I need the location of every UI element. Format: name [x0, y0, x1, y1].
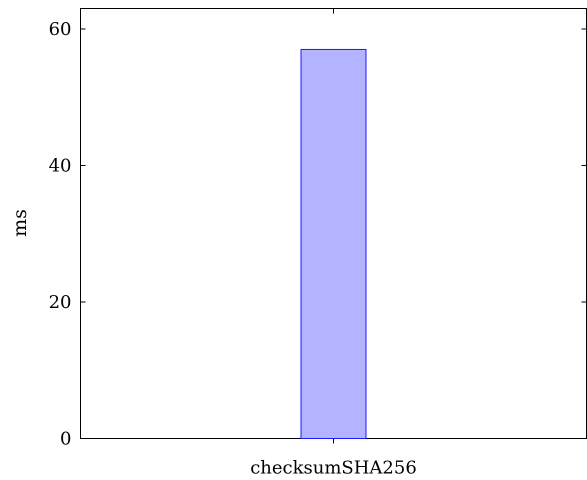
y-axis-label: ms	[9, 209, 31, 237]
y-tick-label: 60	[49, 19, 72, 40]
x-axis-ticks: checksumSHA256	[250, 8, 417, 479]
y-axis-ticks: 0 20 40 60	[49, 19, 587, 450]
x-tick-label: checksumSHA256	[250, 458, 417, 479]
y-tick-label: 0	[60, 429, 71, 450]
bar-checksumSHA256	[300, 48, 367, 439]
bar-series	[300, 48, 367, 439]
y-tick-label: 40	[49, 155, 72, 176]
y-tick-label: 20	[49, 292, 72, 313]
